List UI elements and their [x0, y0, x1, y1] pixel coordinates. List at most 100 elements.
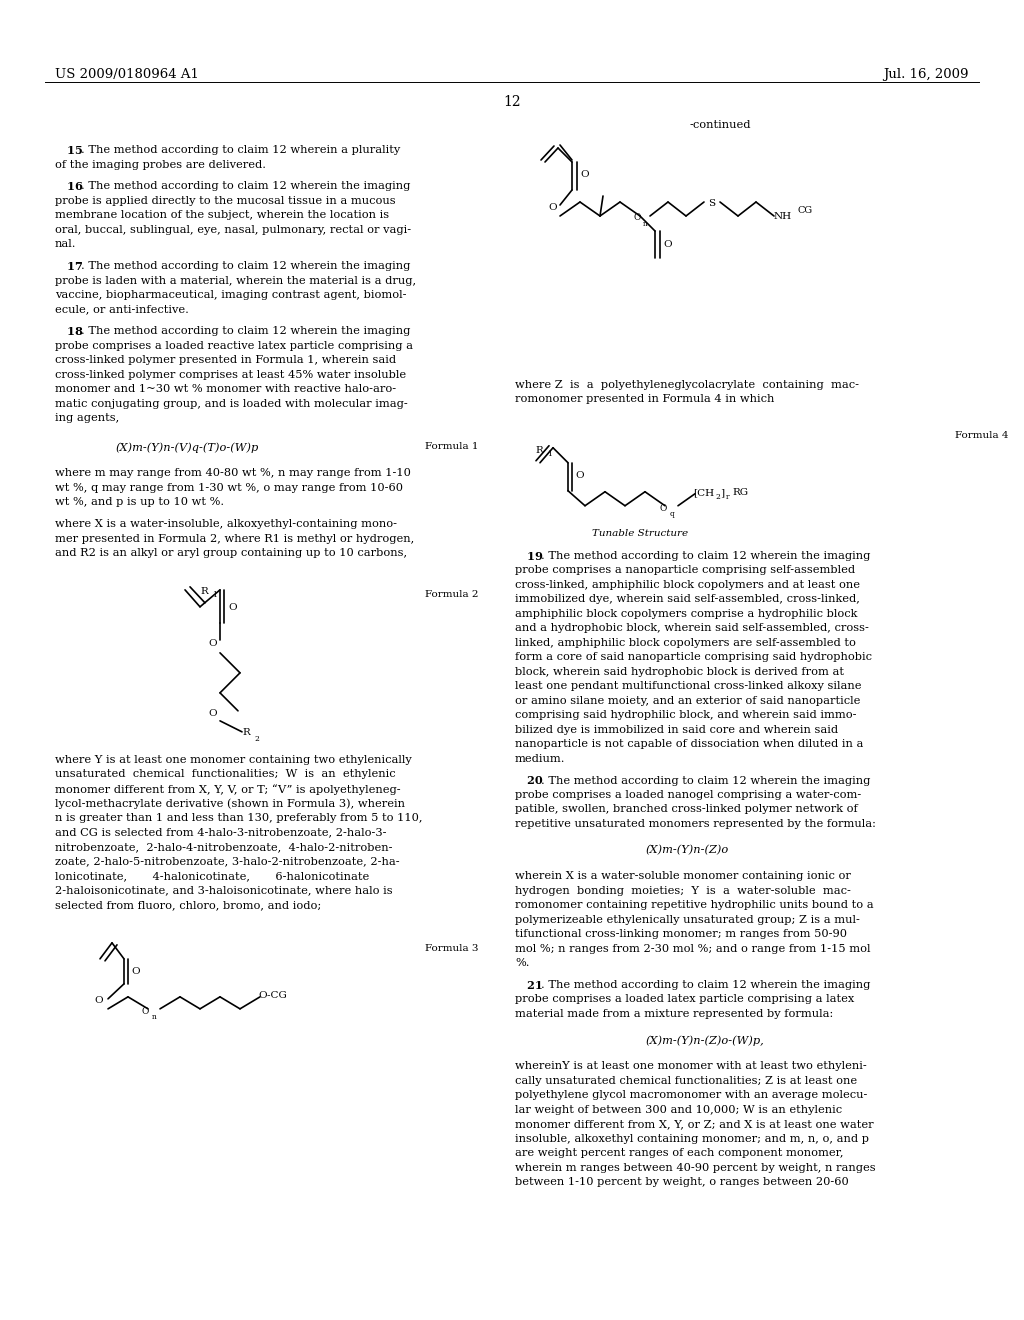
Text: wherein m ranges between 40-90 percent by weight, n ranges: wherein m ranges between 40-90 percent b… — [515, 1163, 876, 1172]
Text: selected from fluoro, chloro, bromo, and iodo;: selected from fluoro, chloro, bromo, and… — [55, 900, 322, 909]
Text: 1: 1 — [212, 591, 217, 599]
Text: O: O — [548, 203, 557, 213]
Text: probe comprises a loaded latex particle comprising a latex: probe comprises a loaded latex particle … — [515, 994, 854, 1005]
Text: lar weight of between 300 and 10,000; W is an ethylenic: lar weight of between 300 and 10,000; W … — [515, 1105, 842, 1114]
Text: r: r — [726, 492, 729, 500]
Text: probe comprises a nanoparticle comprising self-assembled: probe comprises a nanoparticle comprisin… — [515, 565, 855, 576]
Text: . The method according to claim 12 wherein the imaging: . The method according to claim 12 where… — [81, 261, 411, 271]
Text: tifunctional cross-linking monomer; m ranges from 50-90: tifunctional cross-linking monomer; m ra… — [515, 929, 847, 940]
Text: probe is laden with a material, wherein the material is a drug,: probe is laden with a material, wherein … — [55, 276, 416, 285]
Text: -continued: -continued — [689, 120, 751, 129]
Text: ]: ] — [720, 488, 724, 498]
Text: membrane location of the subject, wherein the location is: membrane location of the subject, wherei… — [55, 210, 389, 220]
Text: between 1-10 percent by weight, o ranges between 20-60: between 1-10 percent by weight, o ranges… — [515, 1177, 849, 1187]
Text: . The method according to claim 12 wherein the imaging: . The method according to claim 12 where… — [541, 776, 870, 785]
Text: of the imaging probes are delivered.: of the imaging probes are delivered. — [55, 160, 266, 169]
Text: O: O — [228, 603, 237, 612]
Text: O: O — [580, 170, 589, 180]
Text: where Z  is  a  polyethyleneglycolacrylate  containing  mac-: where Z is a polyethyleneglycolacrylate … — [515, 380, 859, 389]
Text: where X is a water-insoluble, alkoxyethyl-containing mono-: where X is a water-insoluble, alkoxyethy… — [55, 519, 397, 529]
Text: 21: 21 — [515, 979, 543, 991]
Text: nitrobenzoate,  2-halo-4-nitrobenzoate,  4-halo-2-nitroben-: nitrobenzoate, 2-halo-4-nitrobenzoate, 4… — [55, 842, 392, 851]
Text: oral, buccal, sublingual, eye, nasal, pulmonary, rectal or vagi-: oral, buccal, sublingual, eye, nasal, pu… — [55, 224, 411, 235]
Text: comprising said hydrophilic block, and wherein said immo-: comprising said hydrophilic block, and w… — [515, 710, 856, 721]
Text: probe comprises a loaded nanogel comprising a water-com-: probe comprises a loaded nanogel compris… — [515, 789, 861, 800]
Text: O: O — [633, 213, 640, 222]
Text: matic conjugating group, and is loaded with molecular imag-: matic conjugating group, and is loaded w… — [55, 399, 408, 409]
Text: 2: 2 — [715, 492, 720, 500]
Text: medium.: medium. — [515, 754, 565, 764]
Text: hydrogen  bonding  moieties;  Y  is  a  water-soluble  mac-: hydrogen bonding moieties; Y is a water-… — [515, 886, 851, 896]
Text: . The method according to claim 12 wherein a plurality: . The method according to claim 12 where… — [81, 145, 400, 154]
Text: Tunable Structure: Tunable Structure — [592, 529, 688, 537]
Text: vaccine, biopharmaceutical, imaging contrast agent, biomol-: vaccine, biopharmaceutical, imaging cont… — [55, 290, 407, 300]
Text: 1: 1 — [547, 450, 552, 458]
Text: and CG is selected from 4-halo-3-nitrobenzoate, 2-halo-3-: and CG is selected from 4-halo-3-nitrobe… — [55, 828, 386, 837]
Text: cross-linked polymer comprises at least 45% water insoluble: cross-linked polymer comprises at least … — [55, 370, 407, 380]
Text: NH: NH — [774, 213, 793, 220]
Text: are weight percent ranges of each component monomer,: are weight percent ranges of each compon… — [515, 1148, 844, 1158]
Text: R: R — [200, 587, 208, 595]
Text: whereinY is at least one monomer with at least two ethyleni-: whereinY is at least one monomer with at… — [515, 1061, 866, 1071]
Text: n: n — [152, 1012, 157, 1020]
Text: monomer different from X, Y, or Z; and X is at least one water: monomer different from X, Y, or Z; and X… — [515, 1119, 873, 1129]
Text: wherein X is a water-soluble monomer containing ionic or: wherein X is a water-soluble monomer con… — [515, 871, 851, 882]
Text: RG: RG — [732, 488, 749, 496]
Text: O-CG: O-CG — [258, 991, 287, 999]
Text: 19: 19 — [515, 550, 543, 562]
Text: . The method according to claim 12 wherein the imaging: . The method according to claim 12 where… — [81, 181, 411, 191]
Text: Formula 2: Formula 2 — [425, 590, 478, 599]
Text: (X)m-(Y)n-(V)q-(T)o-(W)p: (X)m-(Y)n-(V)q-(T)o-(W)p — [115, 442, 258, 453]
Text: bilized dye is immobilized in said core and wherein said: bilized dye is immobilized in said core … — [515, 725, 838, 735]
Text: n: n — [643, 220, 648, 228]
Text: where m may range from 40-80 wt %, n may range from 1-10: where m may range from 40-80 wt %, n may… — [55, 469, 411, 478]
Text: O: O — [208, 639, 217, 648]
Text: romonomer presented in Formula 4 in which: romonomer presented in Formula 4 in whic… — [515, 395, 774, 404]
Text: wt %, and p is up to 10 wt %.: wt %, and p is up to 10 wt %. — [55, 498, 224, 507]
Text: block, wherein said hydrophobic block is derived from at: block, wherein said hydrophobic block is… — [515, 667, 844, 677]
Text: immobilized dye, wherein said self-assembled, cross-linked,: immobilized dye, wherein said self-assem… — [515, 594, 860, 605]
Text: romonomer containing repetitive hydrophilic units bound to a: romonomer containing repetitive hydrophi… — [515, 900, 873, 911]
Text: insoluble, alkoxethyl containing monomer; and m, n, o, and p: insoluble, alkoxethyl containing monomer… — [515, 1134, 869, 1143]
Text: cross-linked polymer presented in Formula 1, wherein said: cross-linked polymer presented in Formul… — [55, 355, 396, 366]
Text: least one pendant multifunctional cross-linked alkoxy silane: least one pendant multifunctional cross-… — [515, 681, 861, 692]
Text: %.: %. — [515, 958, 529, 968]
Text: 12: 12 — [503, 95, 521, 110]
Text: O: O — [142, 1007, 150, 1016]
Text: O: O — [660, 504, 668, 512]
Text: US 2009/0180964 A1: US 2009/0180964 A1 — [55, 69, 199, 81]
Text: unsaturated  chemical  functionalities;  W  is  an  ethylenic: unsaturated chemical functionalities; W … — [55, 770, 395, 779]
Text: 16: 16 — [55, 181, 83, 193]
Text: mer presented in Formula 2, where R1 is methyl or hydrogen,: mer presented in Formula 2, where R1 is … — [55, 533, 415, 544]
Text: nal.: nal. — [55, 239, 77, 249]
Text: O: O — [208, 709, 217, 718]
Text: mol %; n ranges from 2-30 mol %; and o range from 1-15 mol: mol %; n ranges from 2-30 mol %; and o r… — [515, 944, 870, 953]
Text: . The method according to claim 12 wherein the imaging: . The method according to claim 12 where… — [541, 979, 870, 990]
Text: O: O — [131, 966, 139, 975]
Text: q: q — [670, 510, 675, 517]
Text: probe is applied directly to the mucosal tissue in a mucous: probe is applied directly to the mucosal… — [55, 195, 395, 206]
Text: Formula 4: Formula 4 — [955, 430, 1009, 440]
Text: 17: 17 — [55, 261, 83, 272]
Text: 2-haloisonicotinate, and 3-haloisonicotinate, where halo is: 2-haloisonicotinate, and 3-haloisonicoti… — [55, 886, 392, 895]
Text: nanoparticle is not capable of dissociation when diluted in a: nanoparticle is not capable of dissociat… — [515, 739, 863, 750]
Text: cross-linked, amphiphilic block copolymers and at least one: cross-linked, amphiphilic block copolyme… — [515, 579, 860, 590]
Text: lycol-methacrylate derivative (shown in Formula 3), wherein: lycol-methacrylate derivative (shown in … — [55, 799, 406, 809]
Text: polyethylene glycol macromonomer with an average molecu-: polyethylene glycol macromonomer with an… — [515, 1090, 867, 1100]
Text: S: S — [708, 199, 715, 209]
Text: patible, swollen, branched cross-linked polymer network of: patible, swollen, branched cross-linked … — [515, 804, 858, 814]
Text: [CH: [CH — [693, 488, 714, 498]
Text: and R2 is an alkyl or aryl group containing up to 10 carbons,: and R2 is an alkyl or aryl group contain… — [55, 548, 408, 558]
Text: ecule, or anti-infective.: ecule, or anti-infective. — [55, 305, 188, 314]
Text: 20: 20 — [515, 776, 543, 787]
Text: R: R — [242, 727, 250, 737]
Text: Jul. 16, 2009: Jul. 16, 2009 — [884, 69, 969, 81]
Text: repetitive unsaturated monomers represented by the formula:: repetitive unsaturated monomers represen… — [515, 818, 876, 829]
Text: monomer different from X, Y, V, or T; “V” is apolyethyleneg-: monomer different from X, Y, V, or T; “V… — [55, 784, 400, 795]
Text: 2: 2 — [254, 735, 259, 743]
Text: form a core of said nanoparticle comprising said hydrophobic: form a core of said nanoparticle compris… — [515, 652, 872, 663]
Text: zoate, 2-halo-5-nitrobenzoate, 3-halo-2-nitrobenzoate, 2-ha-: zoate, 2-halo-5-nitrobenzoate, 3-halo-2-… — [55, 857, 399, 866]
Text: Formula 3: Formula 3 — [425, 944, 478, 953]
Text: O: O — [94, 995, 102, 1005]
Text: O: O — [663, 240, 672, 249]
